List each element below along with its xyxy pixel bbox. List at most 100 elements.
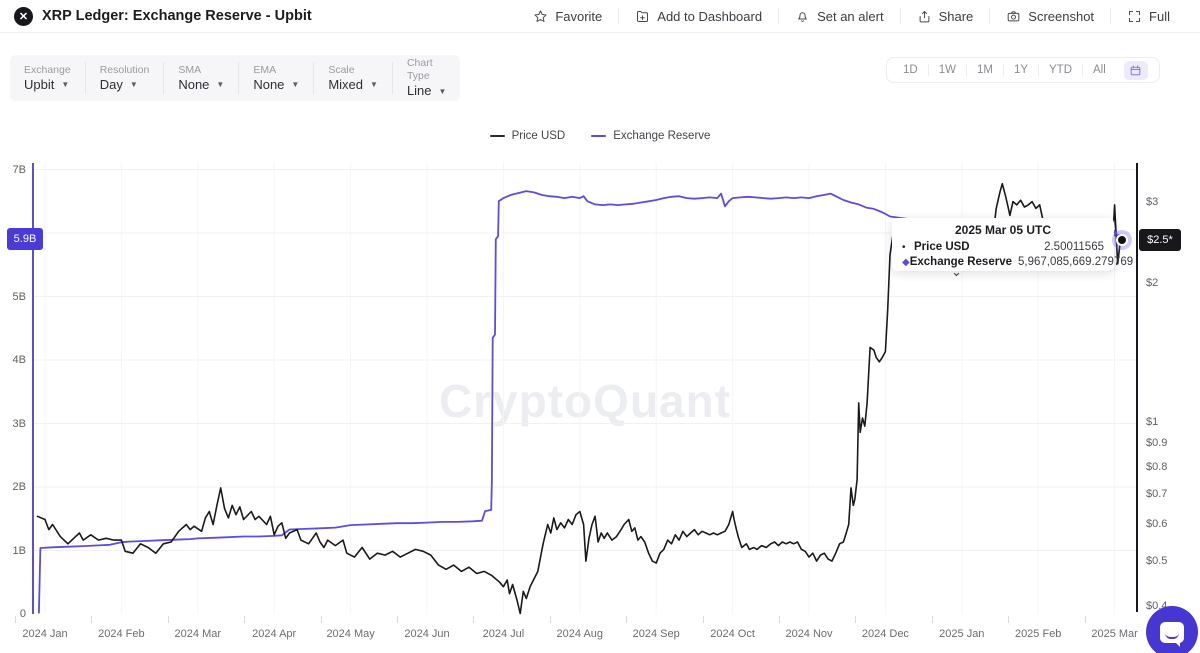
- divider: [989, 8, 991, 24]
- chevron-down-icon: ▼: [216, 80, 225, 89]
- tooltip-reserve-label: Exchange Reserve: [909, 256, 1012, 268]
- divider: [965, 64, 967, 76]
- x-axis-tick: 2024 Oct: [710, 628, 755, 640]
- x-axis-tickmark: [855, 616, 857, 623]
- chevron-down-icon: ▼: [438, 86, 447, 96]
- header-left: ✕ XRP Ledger: Exchange Reserve - Upbit: [14, 6, 312, 26]
- x-axis-tickmark: [15, 616, 16, 623]
- x-axis-tick: 2024 Jul: [482, 628, 525, 640]
- set-alert-button[interactable]: Set an alert: [779, 9, 900, 24]
- left-axis-tick: 0: [19, 608, 26, 620]
- fullscreen-button[interactable]: Full: [1111, 9, 1186, 24]
- x-axis-tick: 2025 Mar: [1091, 628, 1138, 640]
- x-axis-tickmark: [244, 616, 246, 623]
- right-axis-tick: $0.7: [1146, 487, 1168, 500]
- range-1d-button[interactable]: 1D: [903, 64, 918, 76]
- exchange-value: Upbit: [24, 76, 55, 92]
- divider: [1002, 64, 1004, 76]
- ema-value: None: [253, 76, 285, 92]
- chart-type-label: Chart Type: [406, 57, 433, 82]
- marker-dot: [1116, 234, 1128, 246]
- left-axis-tick: 4B: [12, 354, 26, 366]
- chat-widget-button[interactable]: [1146, 606, 1198, 653]
- x-axis-tick: 2024 Sep: [632, 628, 680, 640]
- x-axis-tickmark: [91, 616, 93, 623]
- left-axis-tick: 7B: [12, 163, 26, 176]
- tooltip-price-value: 2.50011565: [1044, 241, 1104, 253]
- chart-type-dropdown[interactable]: Chart Type Line ▼: [391, 57, 461, 98]
- x-axis-tickmark: [397, 616, 398, 623]
- right-axis-tick: $0.9: [1146, 437, 1168, 450]
- x-axis-tickmark: [626, 616, 628, 623]
- header-actions: Favorite Add to Dashboard Set an alert S…: [517, 8, 1186, 24]
- left-axis-tick: 5B: [12, 290, 26, 303]
- right-axis-tick: $3: [1146, 195, 1159, 208]
- divider: [1082, 64, 1084, 76]
- dot-marker-icon: •: [902, 242, 906, 253]
- x-axis-tick: 2025 Jan: [939, 628, 985, 640]
- favorite-button[interactable]: Favorite: [517, 9, 618, 24]
- tooltip-reserve-value: 5,967,085,669.279769: [1018, 256, 1134, 268]
- price-usd-swatch: [489, 135, 505, 137]
- x-axis-tickmark: [702, 616, 704, 623]
- sma-dropdown[interactable]: SMA None ▼: [163, 62, 238, 94]
- fullscreen-icon: [1127, 9, 1142, 24]
- legend-label: Exchange Reserve: [613, 130, 711, 142]
- share-label: Share: [938, 8, 974, 24]
- page-title: XRP Ledger: Exchange Reserve - Upbit: [42, 8, 312, 24]
- range-1w-button[interactable]: 1W: [938, 64, 956, 76]
- right-axis-tick: $0.5: [1146, 555, 1168, 568]
- legend-label: Price USD: [511, 130, 566, 142]
- divider: [778, 8, 780, 24]
- legend-item-exchange-reserve[interactable]: Exchange Reserve: [591, 130, 710, 142]
- ema-dropdown[interactable]: EMA None ▼: [238, 62, 313, 94]
- xrp-logo-icon: ✕: [14, 6, 33, 26]
- ema-label: EMA: [253, 63, 277, 76]
- fullscreen-label: Full: [1149, 8, 1170, 24]
- range-all-button[interactable]: All: [1093, 64, 1106, 76]
- time-range-bar: 1D 1W 1M 1Y YTD All: [886, 57, 1160, 83]
- header: ✕ XRP Ledger: Exchange Reserve - Upbit F…: [0, 0, 1200, 33]
- range-1y-button[interactable]: 1Y: [1013, 64, 1029, 76]
- tooltip-date: 2025 Mar 05 UTC: [954, 223, 1052, 237]
- x-axis-tick: 2025 Feb: [1014, 628, 1062, 640]
- x-axis-tickmark: [549, 616, 551, 623]
- scale-dropdown[interactable]: Scale Mixed ▼: [313, 62, 392, 94]
- chevron-down-icon: ▼: [61, 80, 70, 89]
- x-axis-tick: 2024 Nov: [785, 628, 833, 640]
- add-to-dashboard-label: Add to Dashboard: [657, 8, 763, 24]
- x-axis-tick: 2024 Mar: [174, 628, 222, 640]
- right-axis-tick: $2: [1146, 276, 1159, 289]
- star-icon: [533, 9, 548, 24]
- range-ytd-button[interactable]: YTD: [1049, 64, 1073, 76]
- x-axis-tickmark: [1008, 616, 1010, 623]
- calendar-button[interactable]: [1123, 60, 1148, 80]
- tooltip-row-reserve: ◆ Exchange Reserve 5,967,085,669.279769: [902, 255, 1133, 270]
- right-axis-value-badge: $2.5*: [1139, 229, 1181, 251]
- diamond-marker-icon: ◆: [902, 257, 910, 268]
- chart-legend: Price USD Exchange Reserve: [0, 130, 1200, 142]
- chart-tooltip: 2025 Mar 05 UTC • Price USD 2.50011565 ◆…: [892, 218, 1133, 271]
- chat-bubble-icon: [1160, 621, 1184, 647]
- chart-settings-toolbar: Exchange Upbit ▼ Resolution Day ▼ SMA None…: [10, 55, 460, 101]
- range-1m-button[interactable]: 1M: [976, 64, 993, 76]
- calendar-icon: [1131, 64, 1141, 75]
- folder-plus-icon: [635, 9, 650, 24]
- resolution-dropdown[interactable]: Resolution Day ▼: [84, 62, 164, 94]
- add-to-dashboard-button[interactable]: Add to Dashboard: [619, 9, 778, 24]
- resolution-value: Day: [99, 76, 123, 92]
- exchange-dropdown[interactable]: Exchange Upbit ▼: [10, 62, 85, 94]
- legend-item-price-usd[interactable]: Price USD: [489, 130, 566, 142]
- divider: [927, 64, 929, 76]
- chart-type-value: Line: [406, 83, 432, 98]
- divider: [1038, 64, 1040, 76]
- share-button[interactable]: Share: [901, 9, 990, 24]
- screenshot-button[interactable]: Screenshot: [990, 9, 1110, 24]
- chevron-down-icon: ▼: [370, 80, 378, 89]
- x-axis-tick: 2024 Feb: [98, 628, 145, 640]
- x-axis-tickmark: [167, 616, 169, 623]
- right-axis-tick: $0.8: [1146, 460, 1168, 473]
